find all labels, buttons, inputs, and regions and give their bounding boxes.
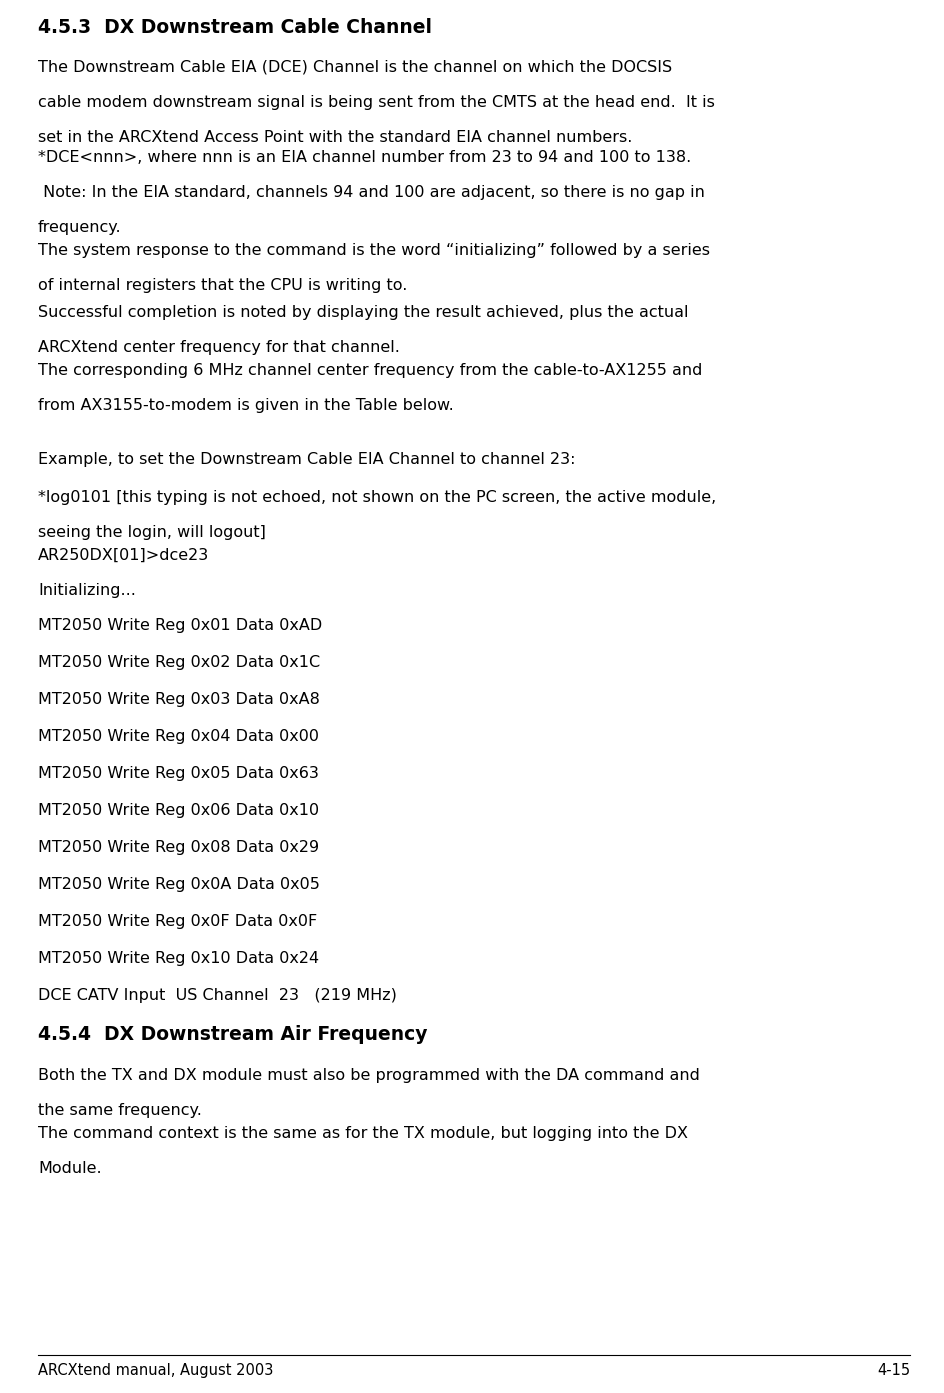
Text: MT2050 Write Reg 0x04 Data 0x00: MT2050 Write Reg 0x04 Data 0x00 bbox=[38, 729, 319, 744]
Text: ARCXtend center frequency for that channel.: ARCXtend center frequency for that chann… bbox=[38, 340, 400, 355]
Text: seeing the login, will logout]: seeing the login, will logout] bbox=[38, 525, 266, 540]
Text: the same frequency.: the same frequency. bbox=[38, 1103, 202, 1119]
Text: The command context is the same as for the TX module, but logging into the DX: The command context is the same as for t… bbox=[38, 1126, 688, 1141]
Text: frequency.: frequency. bbox=[38, 220, 122, 235]
Text: MT2050 Write Reg 0x10 Data 0x24: MT2050 Write Reg 0x10 Data 0x24 bbox=[38, 951, 319, 965]
Text: Successful completion is noted by displaying the result achieved, plus the actua: Successful completion is noted by displa… bbox=[38, 305, 688, 320]
Text: 4.5.4  DX Downstream Air Frequency: 4.5.4 DX Downstream Air Frequency bbox=[38, 1025, 428, 1043]
Text: Example, to set the Downstream Cable EIA Channel to channel 23:: Example, to set the Downstream Cable EIA… bbox=[38, 451, 576, 467]
Text: MT2050 Write Reg 0x03 Data 0xA8: MT2050 Write Reg 0x03 Data 0xA8 bbox=[38, 692, 320, 708]
Text: MT2050 Write Reg 0x05 Data 0x63: MT2050 Write Reg 0x05 Data 0x63 bbox=[38, 766, 319, 781]
Text: from AX3155-to-modem is given in the Table below.: from AX3155-to-modem is given in the Tab… bbox=[38, 398, 454, 412]
Text: MT2050 Write Reg 0x01 Data 0xAD: MT2050 Write Reg 0x01 Data 0xAD bbox=[38, 618, 322, 632]
Text: ARCXtend manual, August 2003: ARCXtend manual, August 2003 bbox=[38, 1362, 274, 1378]
Text: of internal registers that the CPU is writing to.: of internal registers that the CPU is wr… bbox=[38, 279, 408, 293]
Text: Note: In the EIA standard, channels 94 and 100 are adjacent, so there is no gap : Note: In the EIA standard, channels 94 a… bbox=[38, 185, 705, 201]
Text: MT2050 Write Reg 0x06 Data 0x10: MT2050 Write Reg 0x06 Data 0x10 bbox=[38, 802, 319, 818]
Text: *DCE<nnn>, where nnn is an EIA channel number from 23 to 94 and 100 to 138.: *DCE<nnn>, where nnn is an EIA channel n… bbox=[38, 150, 691, 164]
Text: DCE CATV Input  US Channel  23   (219 MHz): DCE CATV Input US Channel 23 (219 MHz) bbox=[38, 988, 396, 1003]
Text: *log0101 [this typing is not echoed, not shown on the PC screen, the active modu: *log0101 [this typing is not echoed, not… bbox=[38, 490, 716, 506]
Text: The system response to the command is the word “initializing” followed by a seri: The system response to the command is th… bbox=[38, 242, 710, 258]
Text: MT2050 Write Reg 0x02 Data 0x1C: MT2050 Write Reg 0x02 Data 0x1C bbox=[38, 655, 320, 670]
Text: The corresponding 6 MHz channel center frequency from the cable-to-AX1255 and: The corresponding 6 MHz channel center f… bbox=[38, 364, 702, 378]
Text: The Downstream Cable EIA (DCE) Channel is the channel on which the DOCSIS: The Downstream Cable EIA (DCE) Channel i… bbox=[38, 60, 672, 75]
Text: Module.: Module. bbox=[38, 1160, 102, 1176]
Text: cable modem downstream signal is being sent from the CMTS at the head end.  It i: cable modem downstream signal is being s… bbox=[38, 95, 715, 110]
Text: Both the TX and DX module must also be programmed with the DA command and: Both the TX and DX module must also be p… bbox=[38, 1068, 700, 1082]
Text: set in the ARCXtend Access Point with the standard EIA channel numbers.: set in the ARCXtend Access Point with th… bbox=[38, 130, 632, 145]
Text: 4.5.3  DX Downstream Cable Channel: 4.5.3 DX Downstream Cable Channel bbox=[38, 18, 432, 38]
Text: Initializing...: Initializing... bbox=[38, 584, 136, 598]
Text: MT2050 Write Reg 0x08 Data 0x29: MT2050 Write Reg 0x08 Data 0x29 bbox=[38, 840, 319, 855]
Text: AR250DX[01]>dce23: AR250DX[01]>dce23 bbox=[38, 547, 210, 563]
Text: 4-15: 4-15 bbox=[877, 1362, 910, 1378]
Text: MT2050 Write Reg 0x0F Data 0x0F: MT2050 Write Reg 0x0F Data 0x0F bbox=[38, 914, 317, 929]
Text: MT2050 Write Reg 0x0A Data 0x05: MT2050 Write Reg 0x0A Data 0x05 bbox=[38, 878, 320, 892]
